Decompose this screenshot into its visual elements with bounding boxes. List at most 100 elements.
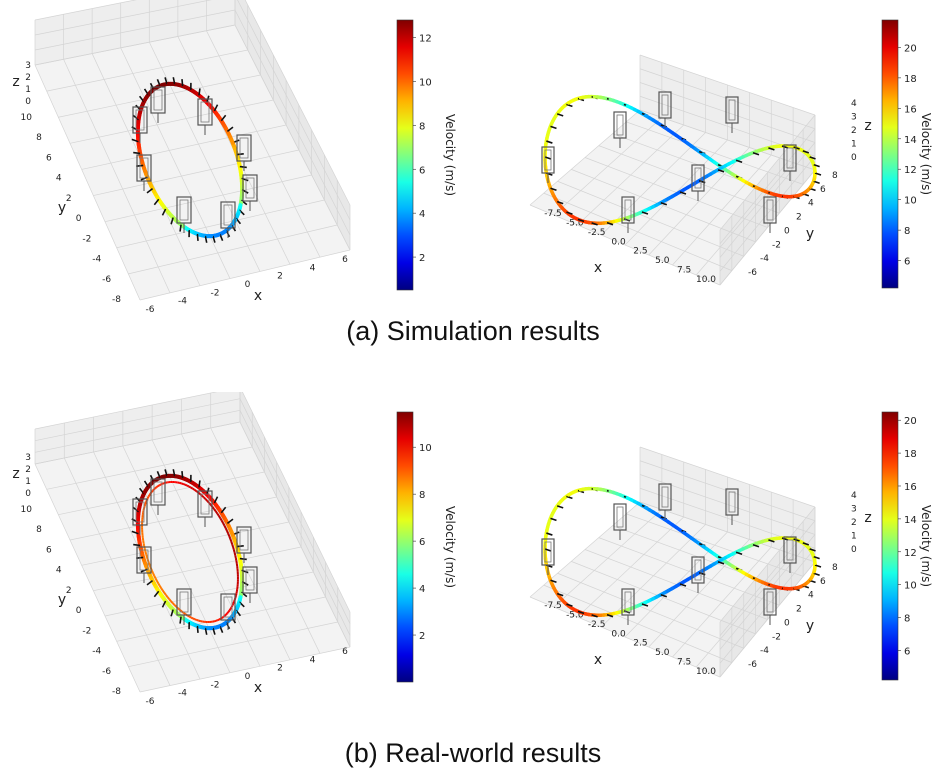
z-tick-label: 3 [851, 113, 857, 123]
trajectory-segment [194, 618, 198, 621]
trajectory-segment [226, 611, 230, 615]
trajectory-segment [214, 510, 219, 515]
y-tick-label: -8 [112, 687, 121, 697]
thrust-vector [556, 505, 564, 509]
gate-frame [242, 566, 258, 603]
thrust-vector [641, 211, 649, 215]
grid-line [34, 421, 241, 465]
trajectory-segment [217, 515, 222, 519]
z-tick-label: 3 [25, 61, 31, 71]
plot-real-figure8: -7.5-5.0-2.50.02.55.07.510.0x -6-4-202468… [529, 411, 933, 681]
gate-frame [220, 201, 236, 238]
x-tick-label: -7.5 [544, 209, 562, 219]
trajectory-segment [201, 494, 205, 499]
gate-inner [624, 199, 632, 221]
gate-inner [179, 199, 189, 221]
y-tick-label: 2 [796, 213, 802, 223]
y-tick-label: 0 [784, 226, 790, 236]
grid-line [639, 54, 816, 116]
thrust-vector [566, 211, 573, 215]
trajectory-segment [157, 582, 161, 587]
trajectory-segment [168, 598, 172, 602]
z-tick-label: 0 [25, 97, 31, 107]
colorbar-tick-label: 8 [419, 490, 425, 501]
gate-inner [223, 204, 233, 226]
grid-line [46, 446, 253, 490]
trajectory-segment [234, 557, 238, 561]
colorbar-tick-label: 10 [419, 443, 432, 454]
thrust-vector [226, 126, 234, 133]
caption-simulation: (a) Simulation results [346, 316, 600, 346]
x-tick-label: -2.5 [588, 620, 606, 630]
x-tick-label: 6 [342, 255, 348, 265]
thrust-vector [813, 572, 820, 577]
grid-box [34, 0, 351, 301]
gate-inner [139, 549, 149, 571]
thrust-vector [212, 627, 216, 635]
trajectory-segment [183, 612, 187, 616]
colorbar-tick-label: 4 [419, 584, 425, 595]
gate-inner [616, 114, 624, 136]
thrust-vector [566, 495, 573, 500]
gate-frame [763, 588, 777, 625]
thrust-vector [809, 156, 816, 160]
trajectory-segment [177, 607, 181, 611]
thrust-vector [240, 199, 248, 206]
x-tick-label: -6 [146, 305, 155, 315]
grid-line [34, 64, 141, 301]
thrust-vector [556, 592, 564, 597]
grid-line [128, 224, 338, 275]
grid-line [719, 169, 816, 286]
trajectory-segment [190, 616, 194, 620]
trajectory-segment [158, 483, 162, 487]
x-tick-label: -6 [146, 697, 155, 707]
trajectory-segment [156, 580, 160, 584]
plot-sim-circle: -6-4-20246x-8-6-4-20246810y0123z24681012… [12, 0, 457, 315]
thrust-vector [170, 217, 174, 225]
z-tick-label: 4 [851, 491, 857, 501]
colorbar-tick-label: 10 [904, 581, 917, 592]
x-tick-label: 10.0 [696, 667, 716, 677]
y-tick-label: 8 [832, 563, 838, 573]
trajectory-segment [193, 488, 197, 492]
gate-inner [239, 529, 249, 551]
grid-line [557, 572, 744, 649]
z-axis-label: z [12, 466, 19, 482]
gate-frame [136, 546, 152, 583]
x-tick-label: -5.0 [566, 218, 584, 228]
y-tick-label: 0 [76, 214, 82, 224]
trajectory-segment [154, 486, 158, 489]
trajectory-segment [144, 551, 148, 555]
thrust-vector [679, 191, 687, 195]
x-tick-label: 7.5 [677, 658, 691, 668]
thrust-vector [814, 172, 822, 176]
thrust-vector [239, 557, 247, 561]
x-tick-label: -2 [211, 288, 220, 298]
y-axis-label: y [806, 618, 814, 634]
floor-plane [35, 25, 350, 300]
thrust-vector [212, 235, 216, 243]
trajectory-segment [674, 525, 682, 532]
colorbar-tick-label: 4 [419, 209, 425, 220]
gate-frame [136, 154, 152, 191]
y-tick-label: 6 [46, 545, 52, 555]
colorbar-tick-label: 8 [904, 614, 910, 625]
trajectory [131, 469, 249, 635]
grid-line [93, 149, 299, 196]
grid-line [120, 47, 231, 279]
grid-line [598, 145, 780, 214]
colorbar-label: Velocity (m/s) [919, 505, 933, 587]
gate-inner [786, 539, 794, 561]
thrust-vector [660, 201, 668, 206]
grid-walls [34, 392, 351, 693]
trajectory-segment [217, 618, 220, 622]
trajectory-segment [182, 483, 186, 486]
grid-line [34, 463, 141, 693]
colorbar-tick-label: 16 [904, 104, 917, 115]
grid-line [46, 49, 248, 92]
thrust-vector [752, 151, 760, 156]
grid-line [557, 180, 744, 257]
colorbar-tick-label: 12 [904, 548, 917, 559]
grid-line [612, 525, 792, 592]
gate-frame [242, 174, 258, 211]
